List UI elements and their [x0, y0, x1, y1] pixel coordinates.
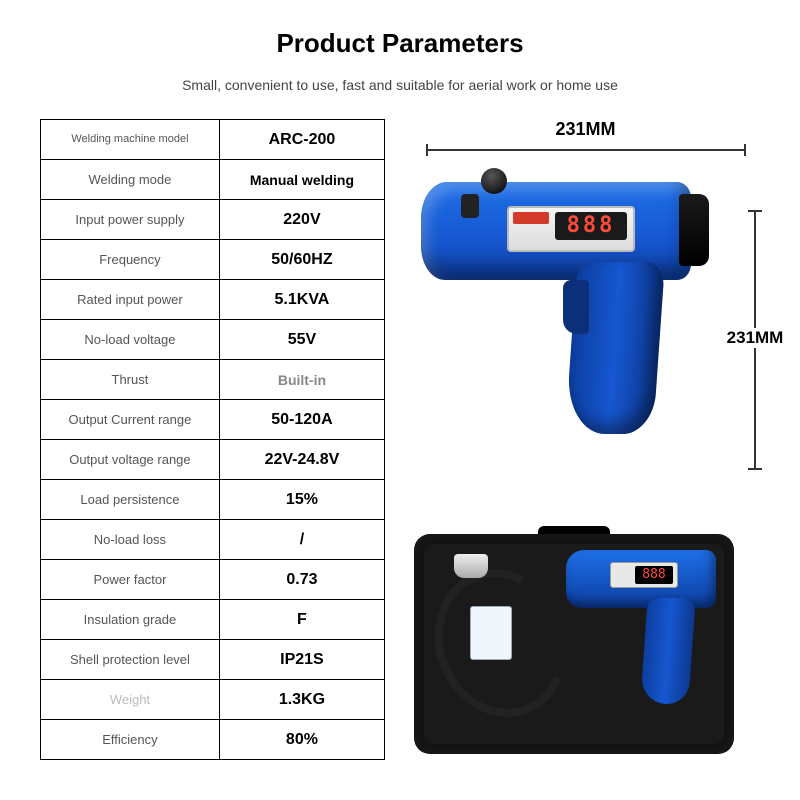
- spec-label: Load persistence: [41, 480, 220, 520]
- table-row: Welding machine modelARC-200: [41, 120, 385, 160]
- spec-label: Output voltage range: [41, 440, 220, 480]
- table-row: No-load loss/: [41, 520, 385, 560]
- table-row: Load persistence15%: [41, 480, 385, 520]
- table-row: Output Current range50-120A: [41, 400, 385, 440]
- height-dimension-label: 231MM: [720, 328, 790, 348]
- table-row: Power factor0.73: [41, 560, 385, 600]
- table-row: Efficiency80%: [41, 720, 385, 760]
- welding-gun-illustration: 888: [421, 176, 721, 456]
- table-row: Insulation gradeF: [41, 600, 385, 640]
- spec-value: 50-120A: [219, 400, 384, 440]
- spec-label: Insulation grade: [41, 600, 220, 640]
- spec-label: No-load voltage: [41, 320, 220, 360]
- spec-label: Frequency: [41, 240, 220, 280]
- spec-value: 50/60HZ: [219, 240, 384, 280]
- table-row: Output voltage range22V-24.8V: [41, 440, 385, 480]
- spec-value: 15%: [219, 480, 384, 520]
- spec-value: 1.3KG: [219, 680, 384, 720]
- table-row: Weight1.3KG: [41, 680, 385, 720]
- case-gun-handle: [640, 598, 695, 704]
- page-subtitle: Small, convenient to use, fast and suita…: [0, 77, 800, 93]
- header: Product Parameters Small, convenient to …: [0, 0, 800, 103]
- spec-label: Weight: [41, 680, 220, 720]
- width-dimension-bar: [426, 144, 746, 156]
- product-image-area: 888 231MM: [403, 164, 768, 464]
- table-row: Input power supply220V: [41, 200, 385, 240]
- carrying-case-illustration: 888: [414, 534, 734, 754]
- spec-value: IP21S: [219, 640, 384, 680]
- table-row: Frequency50/60HZ: [41, 240, 385, 280]
- spec-value: 220V: [219, 200, 384, 240]
- gun-display-brand: [513, 212, 549, 224]
- table-row: ThrustBuilt-in: [41, 360, 385, 400]
- gun-trigger: [563, 280, 589, 334]
- spec-label: Efficiency: [41, 720, 220, 760]
- gun-display-panel: 888: [507, 206, 635, 252]
- spec-value: 80%: [219, 720, 384, 760]
- page-title: Product Parameters: [0, 28, 800, 59]
- spec-table: Welding machine modelARC-200Welding mode…: [40, 119, 385, 760]
- width-dimension-label: 231MM: [555, 119, 615, 140]
- right-panel: 231MM 888 231MM: [385, 119, 768, 760]
- spec-label: Shell protection level: [41, 640, 220, 680]
- spec-value: 55V: [219, 320, 384, 360]
- table-row: Welding modeManual welding: [41, 160, 385, 200]
- spec-value: ARC-200: [219, 120, 384, 160]
- spec-label: Rated input power: [41, 280, 220, 320]
- spec-value: 22V-24.8V: [219, 440, 384, 480]
- gun-nose: [679, 194, 709, 266]
- spec-label: Input power supply: [41, 200, 220, 240]
- spec-label: Power factor: [41, 560, 220, 600]
- table-row: Shell protection levelIP21S: [41, 640, 385, 680]
- table-row: No-load voltage55V: [41, 320, 385, 360]
- gun-display-digits: 888: [555, 212, 627, 240]
- case-clamp: [454, 554, 488, 578]
- width-dimension: 231MM: [403, 119, 768, 156]
- spec-value: Built-in: [219, 360, 384, 400]
- spec-value: Manual welding: [219, 160, 384, 200]
- gun-knob: [481, 168, 507, 194]
- spec-value: 0.73: [219, 560, 384, 600]
- table-row: Rated input power5.1KVA: [41, 280, 385, 320]
- spec-label: Welding mode: [41, 160, 220, 200]
- spec-value: /: [219, 520, 384, 560]
- spec-label: Thrust: [41, 360, 220, 400]
- height-dimension: 231MM: [740, 210, 774, 470]
- case-gun-display-digits: 888: [635, 566, 673, 584]
- spec-label: No-load loss: [41, 520, 220, 560]
- spec-label: Welding machine model: [41, 120, 220, 160]
- case-gun-display: 888: [610, 562, 678, 588]
- content-row: Welding machine modelARC-200Welding mode…: [0, 103, 800, 760]
- case-tag: [470, 606, 512, 660]
- spec-label: Output Current range: [41, 400, 220, 440]
- spec-value: F: [219, 600, 384, 640]
- gun-knob-stem: [461, 194, 479, 218]
- spec-value: 5.1KVA: [219, 280, 384, 320]
